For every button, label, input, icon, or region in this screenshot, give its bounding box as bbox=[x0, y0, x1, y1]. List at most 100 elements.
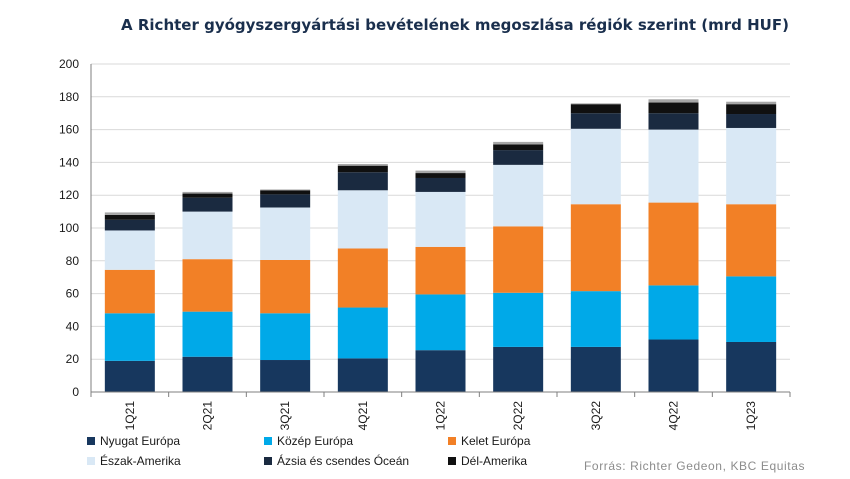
bar-segment bbox=[260, 190, 311, 195]
bar-segment bbox=[493, 150, 544, 165]
x-tick-label: 2Q22 bbox=[511, 401, 525, 431]
bar-segment bbox=[493, 292, 544, 347]
bar-segment bbox=[493, 346, 544, 392]
legend-label: Észak-Amerika bbox=[100, 454, 181, 468]
x-tick-label: 1Q22 bbox=[434, 401, 448, 431]
bar-segment bbox=[415, 294, 466, 351]
bar-segment bbox=[260, 313, 311, 361]
bar-segment bbox=[570, 128, 621, 205]
bar-segment bbox=[104, 269, 155, 314]
bar-segment bbox=[337, 358, 388, 392]
bar-segment bbox=[726, 127, 777, 205]
legend-item-kelet-europa: Kelet Európa bbox=[448, 434, 530, 448]
bar-segment bbox=[648, 102, 699, 114]
bar-segment bbox=[726, 114, 777, 128]
bar-segment bbox=[493, 144, 544, 151]
bar-segment bbox=[182, 197, 233, 212]
bar-segment bbox=[104, 214, 155, 220]
bar-segment bbox=[648, 202, 699, 286]
legend-label: Ázsia és csendes Óceán bbox=[277, 454, 410, 468]
bar-segment bbox=[415, 246, 466, 295]
legend-swatch bbox=[264, 457, 272, 465]
bar-segment bbox=[415, 177, 466, 192]
bar-segment bbox=[415, 173, 466, 178]
bar-segment bbox=[260, 360, 311, 392]
bar-segment bbox=[570, 291, 621, 347]
bar-segment bbox=[726, 276, 777, 342]
y-tick-label: 20 bbox=[66, 352, 80, 366]
legend-swatch bbox=[448, 437, 456, 445]
x-tick-label: 4Q22 bbox=[667, 401, 681, 431]
bar-segment bbox=[182, 259, 233, 312]
bar-segment bbox=[260, 207, 311, 260]
y-tick-label: 60 bbox=[66, 287, 80, 301]
legend-swatch bbox=[448, 457, 456, 465]
bar-segment bbox=[104, 230, 155, 270]
y-tick-label: 40 bbox=[66, 319, 80, 333]
bar-segment bbox=[570, 204, 621, 292]
legend-label: Dél-Amerika bbox=[461, 454, 528, 468]
bar-segment bbox=[182, 356, 233, 392]
legend-item-eszak-amerika: Észak-Amerika bbox=[87, 454, 181, 468]
x-tick-label: 1Q21 bbox=[123, 401, 137, 431]
bar-segment bbox=[570, 104, 621, 114]
bar-segment bbox=[570, 113, 621, 129]
x-tick-label: 2Q21 bbox=[201, 401, 215, 431]
y-tick-label: 120 bbox=[59, 188, 79, 202]
chart-title: A Richter gyógyszergyártási bevételének … bbox=[121, 16, 789, 34]
legend-label: Közép Európa bbox=[277, 434, 354, 448]
bar-segment bbox=[726, 104, 777, 115]
bar-segment bbox=[260, 259, 311, 314]
bar-segment bbox=[182, 191, 233, 194]
bar-segment bbox=[337, 307, 388, 359]
bar-segment bbox=[104, 360, 155, 392]
legend-item-kozep-europa: Közép Európa bbox=[264, 434, 353, 448]
legend-swatch bbox=[264, 437, 272, 445]
legend-item-del-amerika: Dél-Amerika bbox=[448, 454, 527, 468]
y-tick-label: 140 bbox=[59, 155, 79, 169]
legend-item-nyugat-europa: Nyugat Európa bbox=[87, 434, 180, 448]
bar-segment bbox=[570, 103, 621, 105]
legend-label: Nyugat Európa bbox=[100, 434, 181, 448]
y-axis: 0 20 40 60 80 100 120 140 160 180 200 bbox=[59, 57, 92, 399]
x-axis: 1Q21 2Q21 3Q21 4Q21 1Q22 2Q22 3Q22 4Q22 1Q23 bbox=[90, 391, 791, 431]
bar-segment bbox=[648, 99, 699, 103]
legend-label: Kelet Európa bbox=[461, 434, 531, 448]
bar-segment bbox=[570, 346, 621, 392]
x-tick-label: 1Q23 bbox=[744, 401, 758, 431]
bar-segment bbox=[415, 191, 466, 247]
bar-segment bbox=[104, 212, 155, 215]
x-tick-label: 3Q21 bbox=[278, 401, 292, 431]
bar-segment bbox=[493, 164, 544, 227]
bar-segment bbox=[648, 113, 699, 130]
x-tick-label: 3Q22 bbox=[589, 401, 603, 431]
bar-segment bbox=[182, 193, 233, 198]
bar-segment bbox=[493, 226, 544, 293]
bars bbox=[104, 99, 777, 392]
x-tick-label: 4Q21 bbox=[356, 401, 370, 431]
y-tick-label: 100 bbox=[59, 221, 79, 235]
bar-segment bbox=[337, 248, 388, 308]
legend-swatch bbox=[87, 457, 95, 465]
bar-segment bbox=[493, 141, 544, 145]
bar-segment bbox=[182, 311, 233, 357]
bar-segment bbox=[260, 194, 311, 208]
bar-segment bbox=[648, 285, 699, 340]
bar-segment bbox=[182, 211, 233, 260]
y-tick-label: 200 bbox=[59, 57, 79, 71]
bar-segment bbox=[337, 190, 388, 249]
y-tick-label: 160 bbox=[59, 123, 79, 137]
bar-segment bbox=[726, 101, 777, 105]
bar-segment bbox=[726, 341, 777, 392]
bar-segment bbox=[104, 313, 155, 361]
bar-segment bbox=[104, 219, 155, 231]
source-note: Forrás: Richter Gedeon, KBC Equitas bbox=[584, 459, 806, 473]
bar-segment bbox=[337, 164, 388, 166]
bar-segment bbox=[726, 204, 777, 277]
bar-segment bbox=[415, 170, 466, 174]
bar-segment bbox=[337, 172, 388, 191]
bar-segment bbox=[260, 189, 311, 191]
bar-segment bbox=[337, 165, 388, 173]
bar-segment bbox=[415, 350, 466, 392]
y-tick-label: 80 bbox=[66, 254, 80, 268]
